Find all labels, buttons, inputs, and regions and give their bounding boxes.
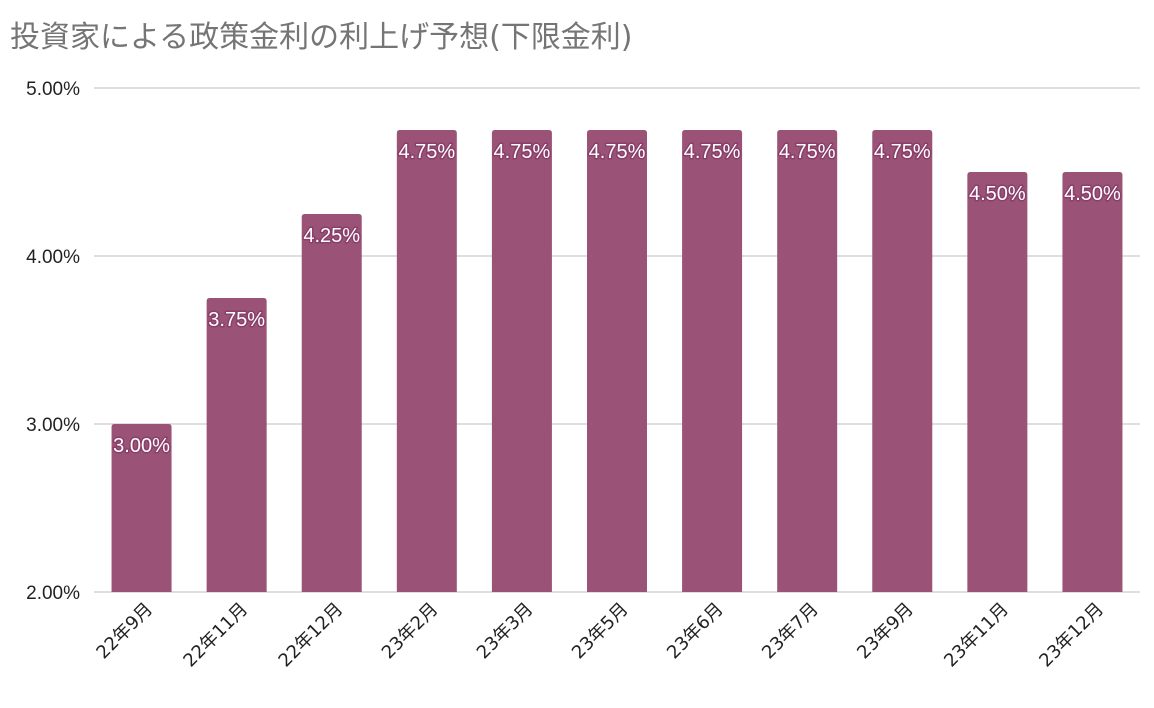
bar [301, 214, 362, 592]
data-label: 4.75% [874, 141, 931, 163]
bars [111, 130, 1123, 592]
bar [1062, 172, 1123, 592]
data-label: 4.75% [779, 141, 836, 163]
data-label: 3.00% [113, 435, 170, 457]
x-tick-label: 23年12月 [1035, 599, 1108, 672]
data-label: 4.50% [969, 183, 1026, 205]
data-label: 4.25% [303, 225, 360, 247]
data-label: 4.75% [494, 141, 551, 163]
x-tick-label: 23年9月 [853, 599, 918, 664]
x-tick-label: 23年11月 [940, 599, 1013, 672]
x-axis-ticks: 22年9月 22年11月 22年12月 23年2月 23年3月 23年5月 23年6月 23年… [92, 599, 1108, 672]
data-label: 4.75% [589, 141, 646, 163]
bar [491, 130, 552, 592]
y-tick-label: 4.00% [26, 247, 80, 268]
x-tick-label: 22年11月 [179, 599, 252, 672]
bar [396, 130, 457, 592]
x-tick-label: 22年12月 [275, 599, 348, 672]
y-tick-label: 3.00% [26, 415, 80, 436]
x-tick-label: 22年9月 [92, 599, 157, 664]
data-label: 3.75% [208, 309, 265, 331]
data-label: 4.75% [684, 141, 741, 163]
x-tick-label: 23年7月 [758, 599, 823, 664]
x-tick-label: 23年5月 [568, 599, 633, 664]
data-label: 4.75% [398, 141, 455, 163]
data-label: 4.50% [1064, 183, 1121, 205]
bar [872, 130, 933, 592]
y-tick-label: 5.00% [26, 79, 80, 100]
x-tick-label: 23年6月 [663, 599, 728, 664]
x-tick-label: 23年2月 [378, 599, 443, 664]
bar [967, 172, 1028, 592]
bar [682, 130, 743, 592]
bar [206, 298, 267, 592]
bar [587, 130, 647, 592]
bar [111, 424, 172, 592]
data-labels: 3.00% 3.75% 4.25% 4.75% 4.75% 4.75% 4.75% 4.75%… [112, 140, 1123, 459]
bar [777, 130, 838, 592]
y-axis-ticks: 2.00% 3.00% 4.00% 5.00% [26, 79, 80, 604]
y-tick-label: 2.00% [26, 583, 80, 604]
chart-title: 投資家による政策金利の利上げ予想(下限金利) [10, 20, 633, 55]
x-tick-label: 23年3月 [473, 599, 538, 664]
